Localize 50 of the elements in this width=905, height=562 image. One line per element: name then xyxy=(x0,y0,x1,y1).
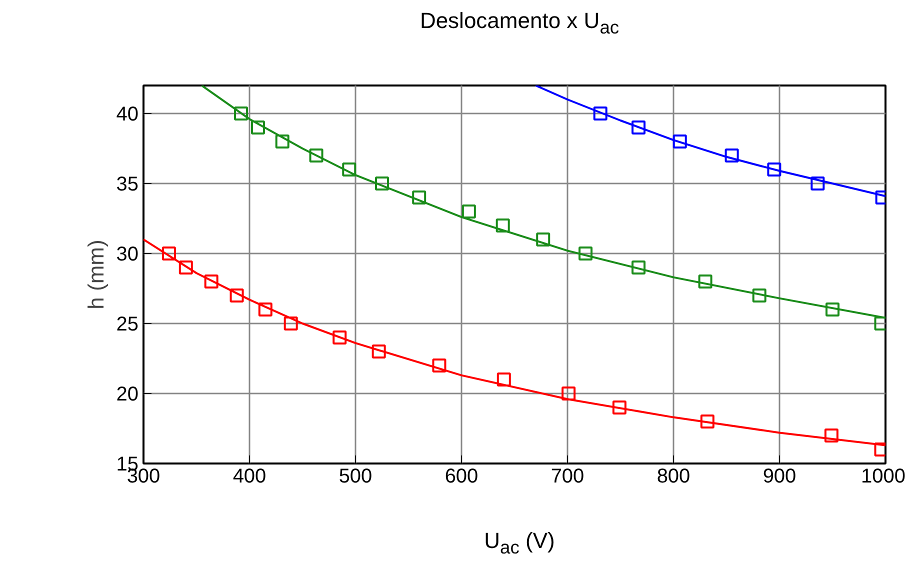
y-tick-label: 40 xyxy=(116,104,139,126)
y-tick-label: 35 xyxy=(116,174,139,196)
point xyxy=(162,246,176,260)
point xyxy=(826,302,840,316)
point xyxy=(462,204,476,218)
point xyxy=(810,176,825,190)
point xyxy=(332,330,347,344)
x-tick-label: 1000 xyxy=(861,466,905,488)
point xyxy=(250,120,265,134)
point xyxy=(562,386,576,400)
point xyxy=(632,260,646,274)
point xyxy=(412,190,426,204)
x-tick-label: 800 xyxy=(656,466,690,488)
point xyxy=(724,148,739,162)
x-tick-label: 500 xyxy=(338,466,372,488)
point xyxy=(752,288,766,302)
point xyxy=(496,372,511,386)
point xyxy=(578,246,593,260)
x-tick-label: 700 xyxy=(550,466,584,488)
point xyxy=(632,120,646,134)
point xyxy=(275,134,290,148)
x-tick-label: 600 xyxy=(444,466,478,488)
point xyxy=(593,106,608,120)
point xyxy=(432,358,446,372)
point xyxy=(309,148,324,162)
point xyxy=(698,274,712,288)
point xyxy=(612,400,626,414)
point xyxy=(178,260,193,274)
point xyxy=(372,344,386,358)
point xyxy=(230,288,244,302)
y-axis-title: h (mm) xyxy=(83,240,108,310)
point xyxy=(284,316,298,330)
point xyxy=(258,302,272,316)
y-tick-label: 20 xyxy=(116,384,139,406)
point xyxy=(824,428,838,442)
point xyxy=(375,176,389,190)
point xyxy=(767,162,782,176)
y-tick-label: 30 xyxy=(116,244,139,266)
point xyxy=(204,274,218,288)
point xyxy=(496,218,510,232)
x-tick-label: 900 xyxy=(762,466,796,488)
point xyxy=(234,106,248,120)
y-tick-label: 25 xyxy=(116,314,139,336)
point xyxy=(672,134,687,148)
x-axis-title: U$_{ac}$ (V) xyxy=(484,527,555,560)
x-tick-label: 400 xyxy=(232,466,266,488)
chart-title: Deslocamento x U$_{ac}$ xyxy=(420,7,620,40)
point xyxy=(536,232,550,246)
point xyxy=(342,162,356,176)
point xyxy=(700,414,714,428)
